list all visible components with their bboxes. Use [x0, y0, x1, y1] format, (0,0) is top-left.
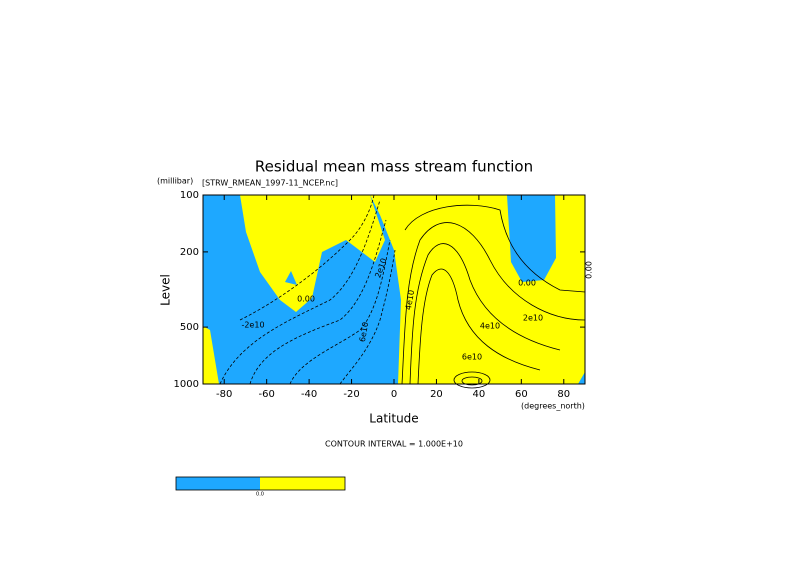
y-tick-label: 1000 — [174, 379, 199, 390]
x-tick-label: -60 — [258, 389, 274, 400]
x-tick-label: 80 — [557, 389, 570, 400]
contour-label: 6e10 — [358, 321, 370, 342]
x-tick-label: -20 — [343, 389, 359, 400]
contour-label: 0.00 — [297, 295, 315, 304]
negative-region — [507, 195, 556, 282]
contour-line — [401, 222, 586, 385]
contour-label: 0.00 — [518, 279, 536, 288]
chart-title: Residual mean mass stream function — [255, 158, 533, 176]
colorbar-frame — [175, 476, 346, 491]
contour-line — [239, 194, 375, 321]
y-tick-label: 100 — [180, 190, 199, 201]
contour-line — [249, 219, 387, 385]
x-tick-label: 0 — [391, 389, 397, 400]
contour-label: 0.00 — [585, 261, 594, 279]
y-unit: (millibar) — [157, 177, 193, 186]
contour-line — [289, 239, 391, 385]
positive-region — [203, 326, 219, 384]
contour-label: 6e10 — [462, 353, 482, 362]
contour-line — [453, 371, 491, 389]
contour-line — [404, 204, 586, 293]
x-tick-label: 60 — [515, 389, 528, 400]
plot-area — [202, 194, 586, 389]
x-unit: (degrees_north) — [521, 402, 585, 411]
contour-line — [461, 376, 483, 386]
contour-line — [417, 268, 541, 385]
subtitle: [STRW_RMEAN_1997-11_NCEP.nc] — [202, 179, 338, 188]
x-tick-label: 20 — [430, 389, 443, 400]
colorbar-positive — [260, 477, 345, 490]
y-axis-label: Level — [159, 274, 173, 306]
x-tick-label: 40 — [473, 389, 486, 400]
x-axis-label: Latitude — [369, 412, 418, 426]
contour-label: 2e10 — [523, 314, 543, 323]
note: CONTOUR INTERVAL = 1.000E+10 — [325, 440, 463, 449]
contour-label: 4e10 — [404, 289, 416, 310]
x-tick-label: -40 — [301, 389, 317, 400]
x-tick-label: -80 — [216, 389, 232, 400]
contour-line — [409, 243, 561, 385]
colorbar-label: 0.0 — [256, 492, 264, 498]
contour-label: 4e10 — [480, 322, 500, 331]
colorbar: 0.0 — [175, 476, 346, 498]
y-tick-label: 500 — [180, 322, 199, 333]
contour-label: -2e10 — [241, 321, 264, 330]
contour-line — [339, 249, 396, 385]
y-tick-label: 200 — [180, 247, 199, 258]
contour-line — [219, 199, 381, 385]
positive-region — [240, 195, 385, 312]
colorbar-negative — [176, 477, 260, 490]
negative-region — [285, 271, 297, 285]
